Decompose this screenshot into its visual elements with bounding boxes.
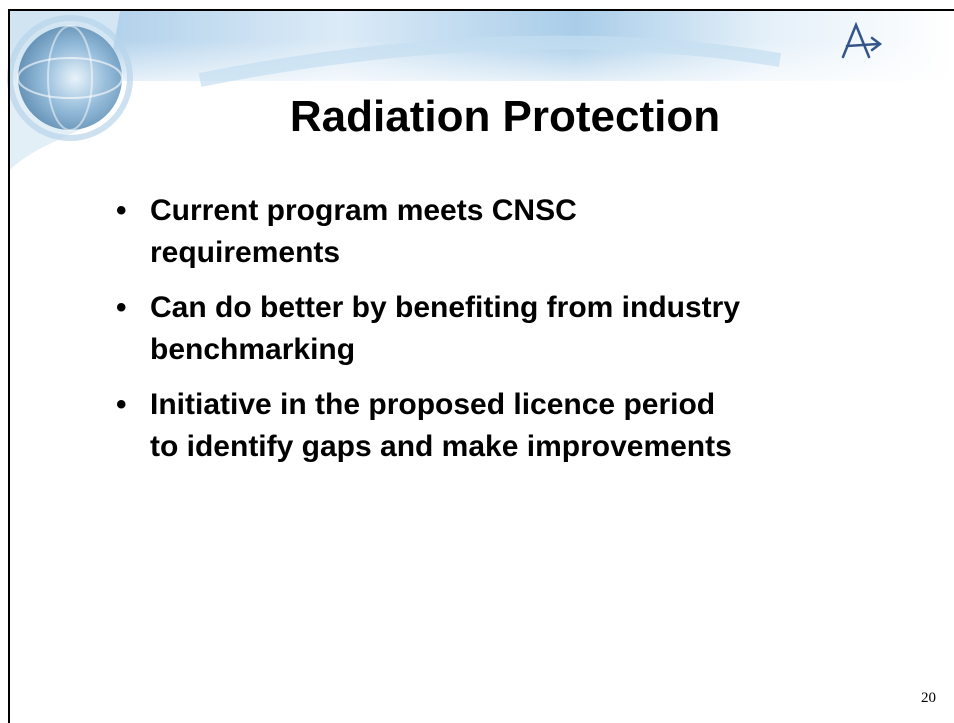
bullet-item: Initiative in the proposed licence perio… — [116, 384, 740, 468]
bullet-text: Initiative in the proposed licence perio… — [150, 384, 740, 426]
bullet-text: benchmarking — [150, 329, 740, 371]
bullet-text: to identify gaps and make improvements — [150, 426, 740, 468]
page-number: 20 — [921, 690, 936, 707]
bullet-text: Can do better by benefiting from industr… — [150, 287, 740, 329]
slide-title: Radiation Protection — [0, 92, 954, 142]
bullet-item: Can do better by benefiting from industr… — [116, 287, 740, 371]
slide: Radiation Protection Current program mee… — [0, 0, 954, 723]
bullet-text: Current program meets CNSC — [150, 190, 740, 232]
page: Radiation Protection Current program mee… — [0, 0, 954, 723]
bullet-text: requirements — [150, 232, 740, 274]
